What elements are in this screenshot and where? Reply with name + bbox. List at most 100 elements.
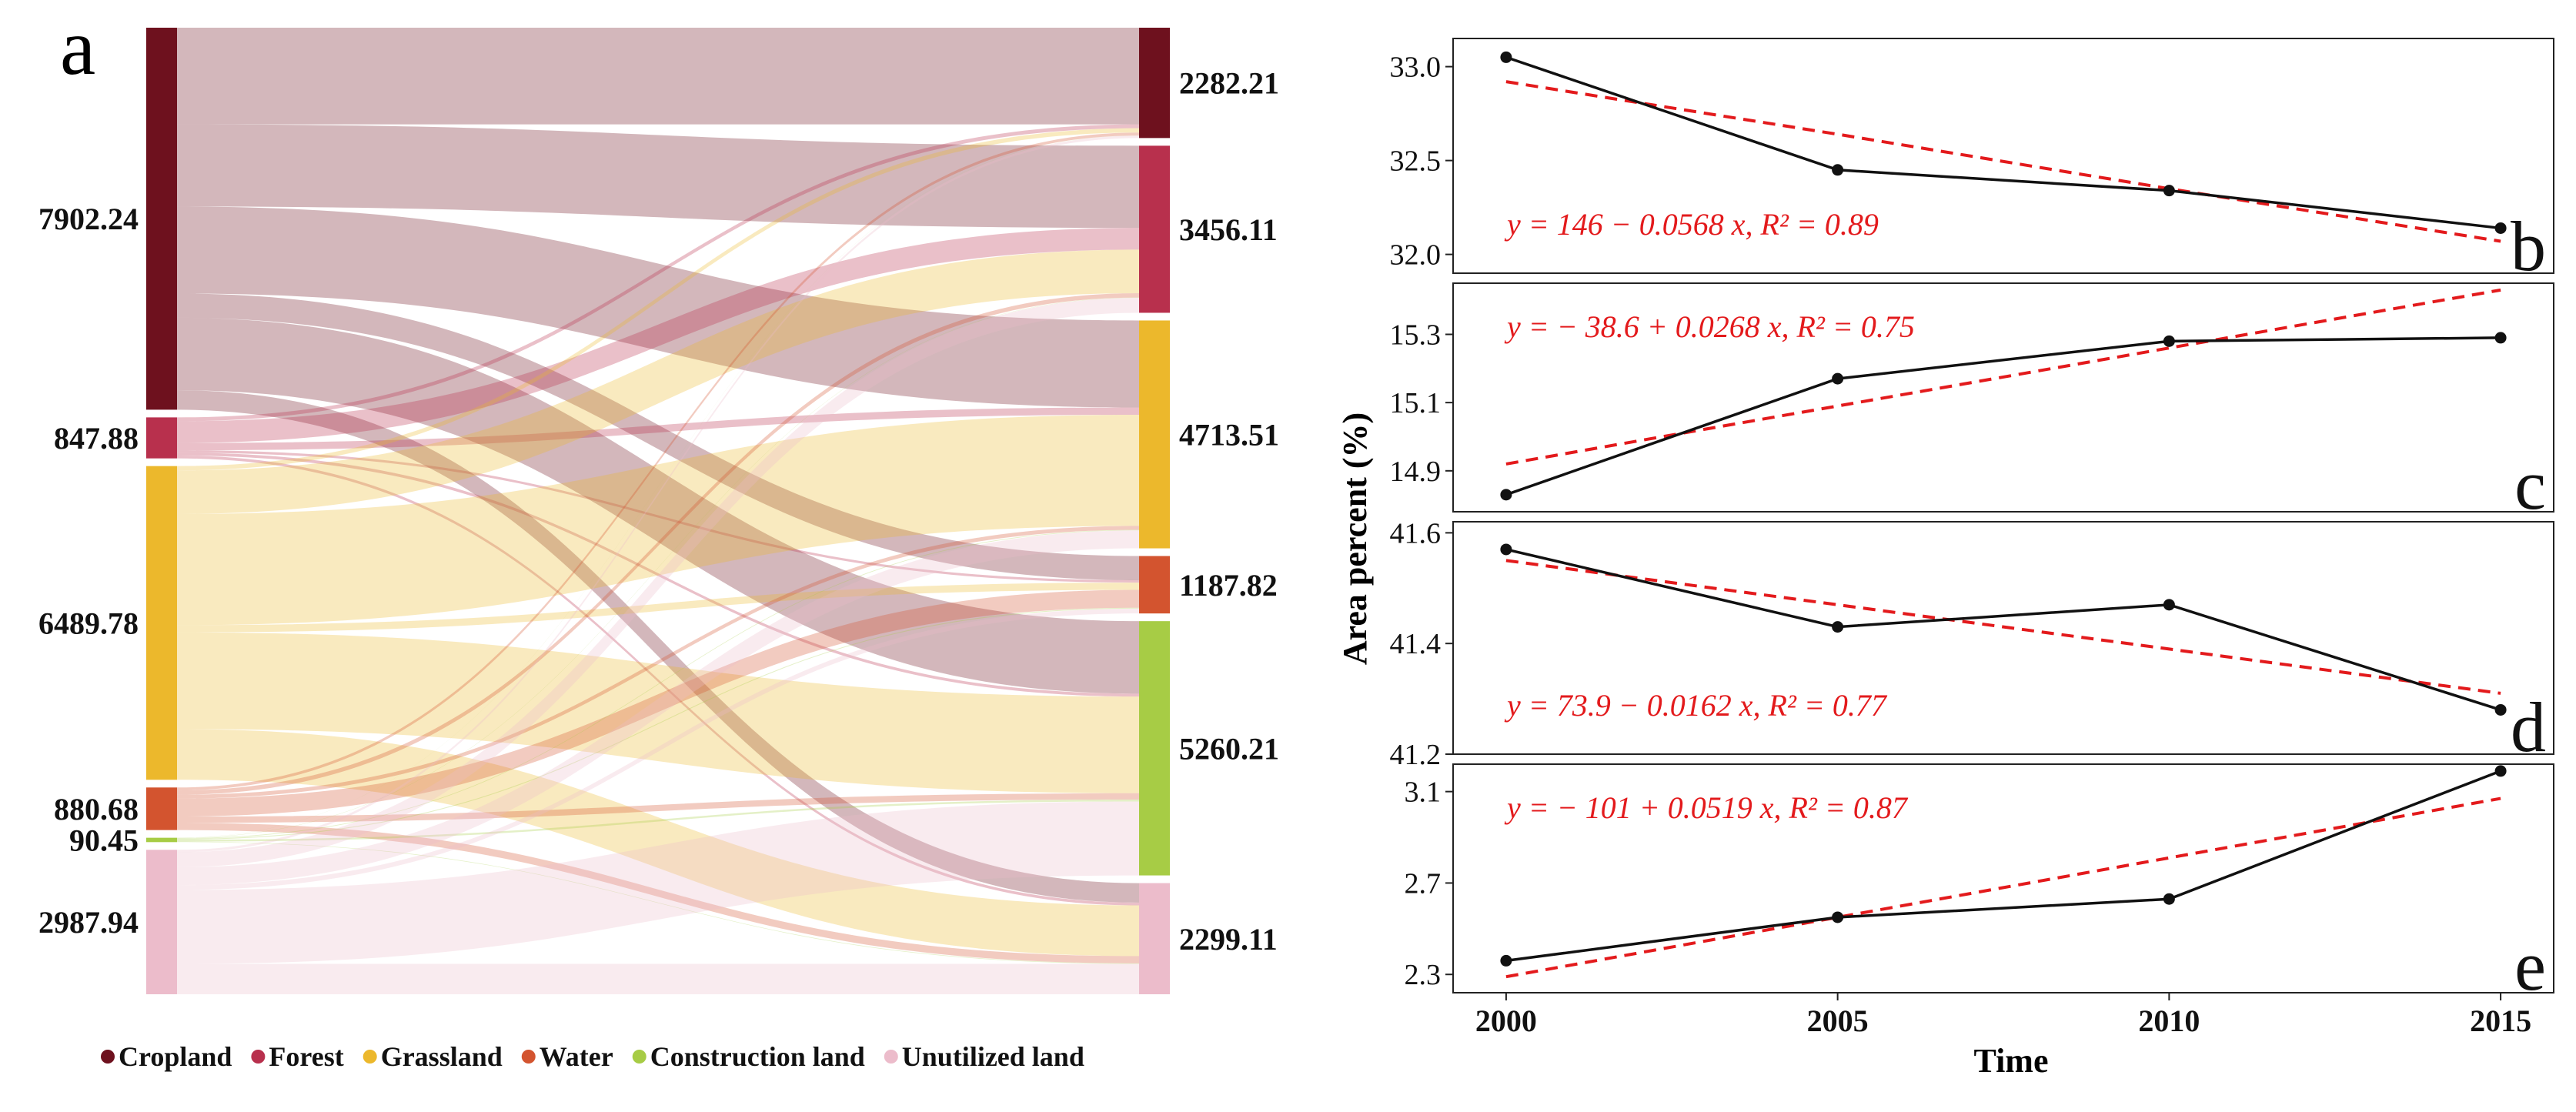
target-node-unutilized-land <box>1139 883 1170 994</box>
panel-e-point-2000 <box>1500 954 1512 967</box>
legend-label-grassland: Grassland <box>381 1041 503 1072</box>
source-value-label-forest: 847.88 <box>54 421 139 456</box>
target-value-label-water: 1187.82 <box>1179 568 1278 603</box>
panel-d-point-2000 <box>1500 543 1512 556</box>
panel-c-equation: y = − 38.6 + 0.0268 x, R² = 0.75 <box>1504 309 1915 344</box>
flow-construction-land-to-cropland <box>177 135 1139 838</box>
target-value-label-construction-land: 5260.21 <box>1179 731 1279 766</box>
panel-e-label: e <box>2514 927 2546 1005</box>
panel-e-y-tick-label: 2.7 <box>1405 867 1442 900</box>
x-tick-label-2015: 2015 <box>2470 1003 2531 1038</box>
panel-c-y-tick-label: 14.9 <box>1390 456 1442 488</box>
source-node-cropland <box>146 28 177 410</box>
panel-e-trend-line <box>1505 796 2501 979</box>
panel-c-point-2000 <box>1500 489 1512 501</box>
source-value-label-construction-land: 90.45 <box>69 823 139 857</box>
panel-b-point-2000 <box>1500 51 1512 63</box>
flow-cropland-to-construction-land <box>177 317 1139 694</box>
panel-d-equation: y = 73.9 − 0.0162 x, R² = 0.77 <box>1504 688 1888 723</box>
flow-grassland-to-grassland <box>177 414 1139 626</box>
panel-b-y-tick-label: 32.5 <box>1390 145 1442 178</box>
legend-marker-forest <box>251 1050 266 1064</box>
source-value-label-unutilized-land: 2987.94 <box>38 905 139 940</box>
legend-marker-construction-land <box>632 1050 647 1064</box>
flow-forest-to-grassland <box>177 407 1139 451</box>
target-node-grassland <box>1139 320 1170 549</box>
flow-grassland-to-water <box>177 583 1139 633</box>
panel-c: 14.9 15.1 15.3 y = − 38.6 + 0.0268 x, R² = … <box>1390 282 2554 524</box>
source-node-construction-land <box>146 837 177 843</box>
flow-forest-to-cropland <box>177 124 1139 422</box>
flow-forest-to-unutilized-land <box>177 456 1139 906</box>
panel-c-label: c <box>2514 446 2546 524</box>
source-value-label-cropland: 7902.24 <box>38 202 139 236</box>
panel-c-y-tick-label: 15.3 <box>1390 319 1442 351</box>
legend-label-water: Water <box>540 1041 613 1072</box>
panel-e: 2.3 2.7 3.1 y = − 101 + 0.0519 x, R² = 0.87… <box>1405 763 2554 1005</box>
panel-d-y-tick-label: 41.4 <box>1390 628 1442 660</box>
sankey-legend: Cropland Forest Grassland Water Construction… <box>101 1041 1084 1072</box>
panel-b-y-tick-label: 33.0 <box>1390 52 1442 84</box>
source-value-label-grassland: 6489.78 <box>38 606 139 640</box>
panel-d-y-tick-label: 41.2 <box>1390 739 1442 771</box>
panel-d-point-2015 <box>2494 703 2507 716</box>
panel-e-y-tick-label: 2.3 <box>1405 959 1442 991</box>
flow-water-to-construction-land <box>177 793 1139 823</box>
flow-construction-land-to-forest <box>177 297 1139 839</box>
panel-b-point-2005 <box>1832 164 1844 176</box>
panel-b-trend-line <box>1505 80 2501 243</box>
panel-d-point-2010 <box>2163 599 2175 611</box>
target-value-label-grassland: 4713.51 <box>1179 417 1279 452</box>
panel-e-frame <box>1452 763 2554 993</box>
panel-c-y-tick-label: 15.1 <box>1390 387 1442 419</box>
target-node-water <box>1139 556 1170 614</box>
panel-b-point-2015 <box>2494 222 2507 234</box>
panel-c-point-2005 <box>1832 372 1844 385</box>
target-node-construction-land <box>1139 621 1170 876</box>
flow-water-to-water <box>177 589 1139 816</box>
panel-c-frame <box>1452 282 2554 513</box>
legend-label-construction-land: Construction land <box>650 1041 865 1072</box>
legend-marker-grassland <box>363 1050 377 1064</box>
y-axis-title: Area percent (%) <box>1336 412 1374 665</box>
sankey-flows <box>177 28 1139 994</box>
flow-grassland-to-unutilized-land <box>177 729 1139 957</box>
panel-b-frame <box>1452 38 2554 274</box>
panel-b-y-tick-label: 32.0 <box>1390 239 1442 272</box>
panel-d-data-line <box>1505 548 2501 712</box>
legend-marker-water <box>521 1050 536 1064</box>
x-tick-label-2005: 2005 <box>1807 1003 1869 1038</box>
source-node-unutilized-land <box>146 850 177 994</box>
flow-cropland-to-grassland <box>177 206 1139 408</box>
panel-d-y-tick-label: 41.6 <box>1390 517 1442 549</box>
flow-forest-to-forest <box>177 228 1139 443</box>
legend-label-cropland: Cropland <box>119 1041 232 1072</box>
legend-label-forest: Forest <box>269 1041 343 1072</box>
flow-water-to-grassland <box>177 526 1139 799</box>
panel-d-point-2005 <box>1832 621 1844 633</box>
panel-e-point-2005 <box>1832 911 1844 923</box>
flow-water-to-cropland <box>177 132 1139 791</box>
sankey-labels: 7902.24 2282.21 847.88 3456.11 6489.78 4713.5… <box>38 66 1279 957</box>
panel-d: 41.2 41.4 41.6 y = 73.9 − 0.0162 x, R² = 0.… <box>1390 517 2554 771</box>
target-value-label-cropland: 2282.21 <box>1179 66 1279 101</box>
flow-grassland-to-construction-land <box>177 632 1139 793</box>
panel-b-equation: y = 146 − 0.0568 x, R² = 0.89 <box>1504 207 1879 242</box>
source-node-grassland <box>146 466 177 780</box>
panel-b-data-line <box>1505 55 2501 230</box>
panel-d-trend-line <box>1505 559 2501 695</box>
panel-c-data-line <box>1505 336 2501 496</box>
panel-a-label: a <box>60 3 95 92</box>
flow-construction-land-to-unutilized-land <box>177 841 1139 964</box>
source-value-label-water: 880.68 <box>54 792 139 826</box>
flow-unutilized-land-to-grassland <box>177 530 1139 886</box>
panel-e-point-2010 <box>2163 893 2175 905</box>
panel-e-y-tick-label: 3.1 <box>1405 776 1442 809</box>
panel-c-point-2010 <box>2163 335 2175 347</box>
flow-water-to-forest <box>177 292 1139 795</box>
x-tick-label-2010: 2010 <box>2138 1003 2200 1038</box>
flow-unutilized-land-to-cropland <box>177 135 1139 853</box>
target-node-cropland <box>1139 28 1170 139</box>
